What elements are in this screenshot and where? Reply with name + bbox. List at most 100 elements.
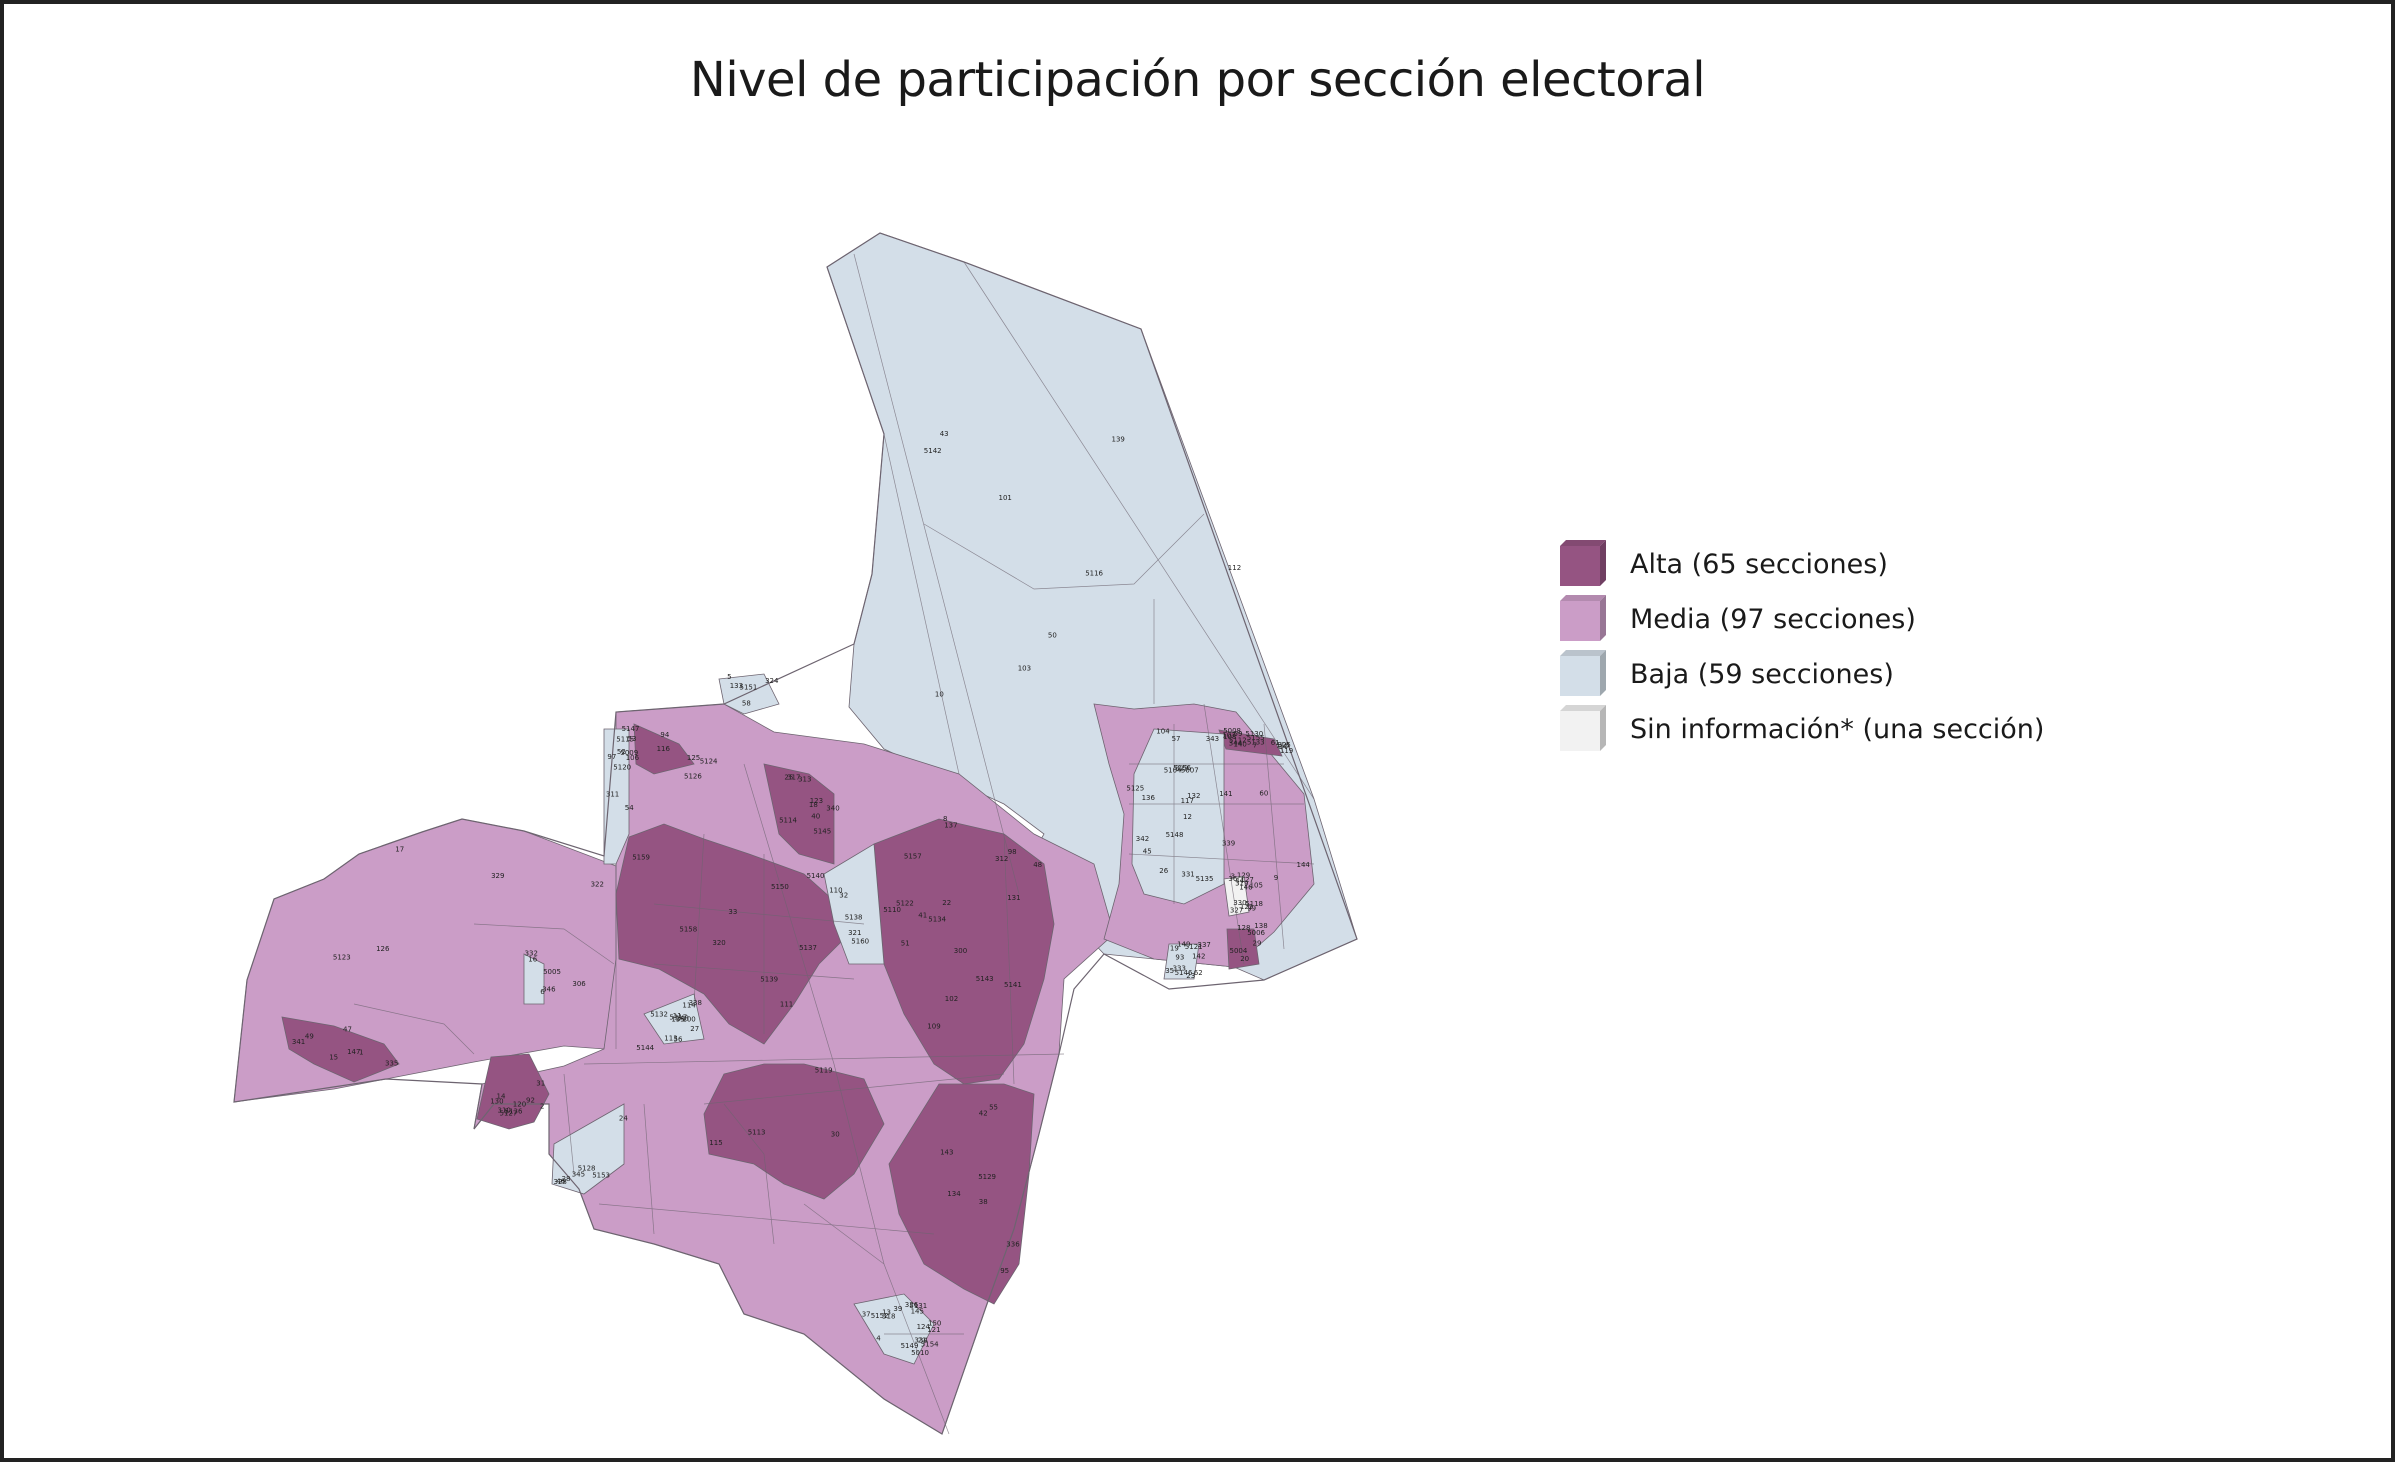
section-number-label: 100 (682, 1016, 695, 1024)
section-number-label: 105 (1250, 882, 1263, 890)
section-number-label: 5136 (505, 1107, 523, 1115)
section-number-label: 104 (1156, 727, 1170, 735)
section-number-label: 128 (1237, 924, 1250, 932)
section-number-label: 123 (810, 797, 823, 805)
section-number-label: 337 (1198, 941, 1211, 949)
section-number-label: 57 (1172, 735, 1181, 743)
section-number-label: 6 (540, 988, 545, 996)
section-number-label: 145 (911, 1307, 924, 1315)
section-number-label: 110 (829, 886, 842, 894)
section-number-label: 321 (848, 929, 861, 937)
section-number-label: 341 (292, 1038, 305, 1046)
map-outline (233, 232, 1358, 1435)
region-west-media (233, 818, 620, 1103)
section-number-label: 5118 (1245, 900, 1263, 908)
section-number-label: 136 (1142, 794, 1156, 802)
region-baja-south-b (853, 1293, 935, 1365)
section-number-label: 121 (927, 1326, 940, 1334)
section-number-label: 142 (1192, 952, 1205, 960)
section-number-label: 345 (572, 1171, 585, 1179)
section-number-label: 5150 (771, 883, 789, 891)
section-number-label: 28 (562, 1175, 571, 1183)
section-number-label: 17 (395, 846, 404, 854)
section-number-label: 5155 (1247, 734, 1265, 742)
section-number-label: 5156 (1173, 764, 1191, 772)
section-number-label: 24 (619, 1115, 628, 1123)
section-number-label: 149 (1177, 941, 1190, 949)
section-number-label: 14 (497, 1092, 506, 1100)
section-number-label: 5130 (1245, 730, 1263, 738)
section-number-label: 5008 (1223, 727, 1241, 735)
section-number-label: 5145 (813, 827, 831, 835)
region-baja-east-a (1131, 728, 1225, 905)
section-number-label: 7 (1253, 742, 1257, 750)
section-borders (353, 253, 1315, 1435)
section-number-label: 143 (940, 1149, 953, 1157)
region-alta-small-north (633, 723, 695, 775)
section-number-label: 30 (831, 1130, 840, 1138)
region-alta-south (888, 1083, 1035, 1305)
section-number-label: 19 (1170, 945, 1179, 953)
section-number-label: 325 (1278, 741, 1291, 749)
section-number-label: 101 (999, 494, 1012, 502)
legend-label-media: Media (97 secciones) (1630, 604, 1916, 635)
cube-swatch-white-icon (1560, 704, 1606, 751)
region-baja-west-a (603, 728, 630, 865)
section-number-label: 10 (935, 690, 944, 698)
section-number-label: 29 (1253, 940, 1262, 948)
section-number-label: 5129 (978, 1173, 996, 1181)
section-number-label: 94 (660, 731, 669, 739)
section-number-label: 5120 (613, 763, 631, 771)
section-number-label: 11 (673, 1012, 682, 1020)
section-number-label: 5010 (911, 1349, 929, 1357)
section-number-label: 5112 (1229, 737, 1247, 745)
section-number-label: 99 (1247, 904, 1256, 912)
section-number-label: 124 (917, 1323, 931, 1331)
section-number-label: 331 (1181, 871, 1194, 879)
section-number-label: 5142 (924, 447, 942, 455)
legend-label-sin-info: Sin información* (una sección) (1630, 714, 2045, 745)
section-number-label: 106 (626, 754, 640, 762)
section-number-label: 51 (901, 939, 910, 947)
section-number-label: 329 (491, 872, 504, 880)
section-number-label: 133 (730, 682, 743, 690)
section-number-label: 116 (657, 745, 671, 753)
section-number-label: 12 (1183, 813, 1192, 821)
section-number-label: 93 (1175, 953, 1184, 961)
section-number-label: 49 (305, 1033, 314, 1041)
section-number-label: 108 (1223, 733, 1236, 741)
section-number-label: 140 (1234, 740, 1247, 748)
section-number-label: 5147 (622, 725, 640, 733)
section-number-label: 125 (687, 754, 700, 762)
section-number-label: 5151 (740, 684, 758, 692)
cube-swatch-dark-purple-icon (1560, 539, 1606, 586)
section-number-label: 339 (1222, 839, 1235, 847)
section-number-label: 5135 (1196, 875, 1214, 883)
section-number-label: 3 (1231, 872, 1235, 880)
section-number-label: 98 (1008, 848, 1017, 856)
section-number-label: 5127 (500, 1109, 518, 1117)
section-number-label: 327 (1230, 906, 1243, 914)
legend-item-media: Media (97 secciones) (1554, 592, 2044, 647)
section-number-label: 32 (839, 891, 848, 899)
section-number-label: 107 (1222, 731, 1235, 739)
section-number-label: 330 (1233, 899, 1246, 907)
section-number-label: 27 (690, 1025, 699, 1033)
legend-label-baja: Baja (59 secciones) (1630, 659, 1894, 690)
section-number-label: 5117 (669, 1014, 687, 1022)
section-number-label: 317 (787, 773, 800, 781)
section-number-label: 328 (554, 1178, 567, 1186)
section-number-label: 118 (1276, 742, 1289, 750)
region-alta-west-strip (281, 1016, 400, 1083)
section-number-label: 25 (784, 774, 793, 782)
section-number-label: 5159 (632, 854, 650, 862)
section-number-label: 122 (1240, 903, 1253, 911)
section-number-label: 340 (826, 805, 839, 813)
cube-swatch-light-purple-icon (1560, 594, 1606, 641)
section-number-label: 4 (876, 1335, 881, 1343)
section-number-label: 5119 (815, 1067, 833, 1075)
region-baja-south-a (643, 993, 705, 1045)
section-number-label: 322 (591, 881, 604, 889)
section-number-label: 326 (905, 1301, 919, 1309)
